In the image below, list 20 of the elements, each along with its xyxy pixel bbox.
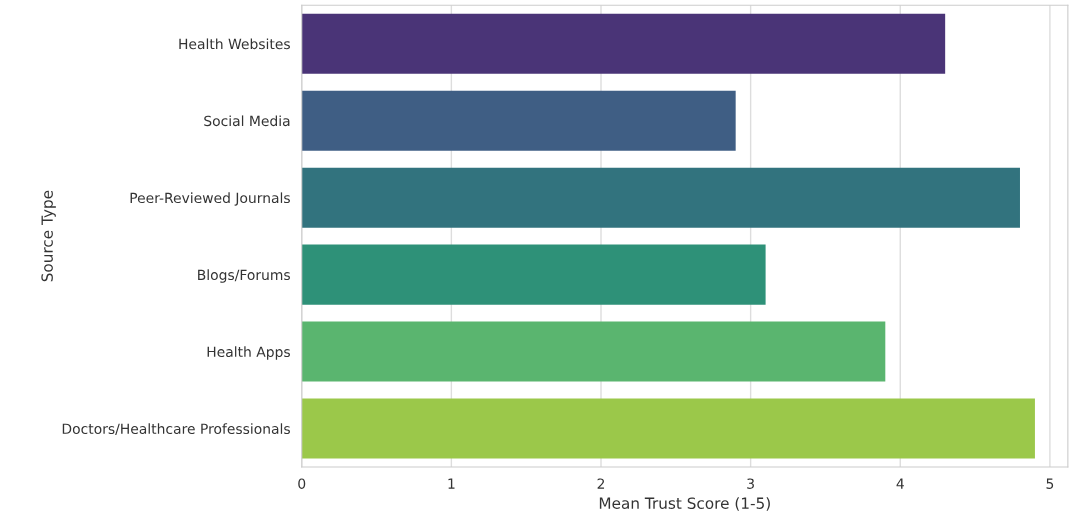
x-tick-label: 4 [896,478,904,489]
x-axis-title: Mean Trust Score (1-5) [599,497,770,511]
x-tick-label: 2 [597,478,605,489]
y-tick-label: Blogs/Forums [198,269,290,283]
bar [301,321,886,382]
y-tick-label: Social Media [204,115,290,127]
y-tick-label: Peer-Reviewed Journals [130,192,290,206]
bar [301,90,736,151]
x-tick-label: 3 [747,478,754,489]
x-tick-label: 0 [298,478,306,489]
x-tick-label: 1 [448,478,455,489]
x-tick-label: 5 [1046,478,1054,489]
bar [301,13,946,74]
y-tick-label: Doctors/Healthcare Professionals [62,423,290,436]
bar [301,398,1035,459]
bar [301,244,766,305]
y-tick-label: Health Apps [207,346,290,360]
bar [301,167,1020,228]
y-tick-label: Health Websites [179,38,290,50]
y-axis-title: Source Type [41,190,56,282]
